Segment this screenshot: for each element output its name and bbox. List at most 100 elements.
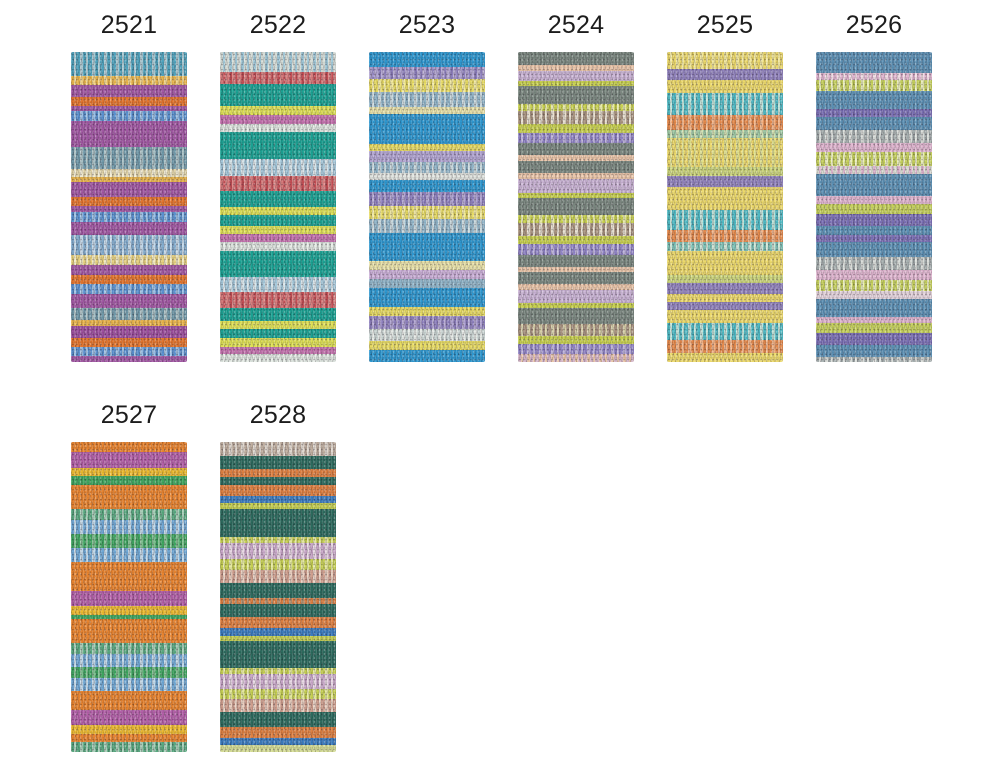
yarn-stripe <box>220 583 336 598</box>
yarn-stripe <box>220 537 336 543</box>
yarn-stripe <box>816 152 932 166</box>
yarn-stripe <box>71 265 187 275</box>
yarn-stripe <box>518 103 634 111</box>
yarn-stripe <box>667 251 783 275</box>
yarn-stripe <box>369 278 485 288</box>
yarn-stripe <box>667 230 783 243</box>
yarn-stripe <box>518 65 634 71</box>
yarn-stripe <box>518 266 634 273</box>
yarn-stripe <box>220 456 336 470</box>
yarn-stripe <box>220 123 336 132</box>
yarn-stripe <box>220 106 336 116</box>
yarn-stripe <box>220 688 336 700</box>
yarn-stripe <box>816 322 932 334</box>
yarn-stripe <box>220 503 336 509</box>
colorway-number: 2526 <box>845 11 903 39</box>
yarn-stripe <box>518 289 634 304</box>
yarn-stripe <box>220 484 336 496</box>
yarn-swatch <box>71 52 187 362</box>
yarn-stripe <box>71 452 187 469</box>
yarn-stripe <box>71 562 187 591</box>
yarn-stripe <box>518 52 634 66</box>
yarn-stripe <box>220 83 336 107</box>
yarn-stripe <box>667 274 783 284</box>
yarn-stripe <box>71 235 187 255</box>
yarn-stripe <box>369 287 485 307</box>
yarn-stripe <box>220 175 336 192</box>
yarn-stripe <box>518 283 634 290</box>
yarn-stripe <box>369 329 485 341</box>
yarn-stripe <box>220 495 336 504</box>
yarn-stripe <box>220 745 336 752</box>
yarn-stripe <box>816 117 932 130</box>
yarn-stripe <box>71 182 187 197</box>
yarn-stripe <box>71 97 187 106</box>
yarn-stripe <box>220 477 336 485</box>
yarn-stripe <box>369 92 485 108</box>
yarn-stripe <box>518 155 634 161</box>
yarn-stripe <box>816 129 932 143</box>
yarn-stripe <box>220 72 336 84</box>
yarn-stripe <box>71 255 187 265</box>
yarn-stripe <box>71 222 187 235</box>
yarn-stripe <box>518 86 634 104</box>
yarn-stripe <box>71 520 187 534</box>
yarn-stripe <box>71 169 187 177</box>
yarn-stripe <box>71 590 187 606</box>
yarn-stripe <box>220 191 336 207</box>
yarn-stripe <box>369 349 485 362</box>
yarn-stripe <box>667 309 783 324</box>
yarn-stripe <box>71 338 187 347</box>
yarn-stripe <box>667 52 783 69</box>
yarn-stripe <box>816 52 932 73</box>
yarn-stripe <box>816 142 932 153</box>
yarn-stripe <box>71 326 187 338</box>
yarn-stripe <box>220 674 336 689</box>
yarn-stripe <box>816 108 932 118</box>
yarn-stripe <box>667 68 783 80</box>
yarn-stripe <box>369 66 485 79</box>
yarn-stripe <box>220 307 336 322</box>
yarn-stripe <box>667 323 783 340</box>
yarn-stripe <box>369 52 485 67</box>
yarn-stripe <box>518 197 634 216</box>
yarn-stripe <box>816 203 932 215</box>
yarn-stripe <box>816 225 932 235</box>
yarn-stripe <box>667 210 783 231</box>
yarn-stripe <box>220 508 336 538</box>
yarn-stripe <box>369 150 485 163</box>
colorway-2524: 2524 <box>518 12 634 362</box>
yarn-stripe <box>667 302 783 310</box>
yarn-stripe <box>816 356 932 362</box>
yarn-stripe <box>667 138 783 168</box>
colorway-number: 2522 <box>249 11 307 39</box>
yarn-stripe <box>71 356 187 362</box>
yarn-stripe <box>667 242 783 252</box>
yarn-stripe <box>816 72 932 80</box>
yarn-stripe <box>71 614 187 620</box>
yarn-stripe <box>71 106 187 111</box>
yarn-stripe <box>369 269 485 279</box>
yarn-stripe <box>816 234 932 243</box>
yarn-stripe <box>369 192 485 206</box>
yarn-stripe <box>71 320 187 326</box>
yarn-stripe <box>518 172 634 180</box>
yarn-stripe <box>816 165 932 174</box>
yarn-stripe <box>220 225 336 235</box>
yarn-stripe <box>518 222 634 236</box>
yarn-stripe <box>220 442 336 457</box>
yarn-stripe <box>667 294 783 303</box>
yarn-stripe <box>71 111 187 121</box>
yarn-stripe <box>518 254 634 267</box>
yarn-stripe <box>518 303 634 309</box>
yarn-stripe <box>71 485 187 509</box>
yarn-stripe <box>369 306 485 316</box>
yarn-stripe <box>220 570 336 584</box>
yarn-stripe <box>220 292 336 308</box>
yarn-stripe <box>518 142 634 156</box>
colorway-2525: 2525 <box>667 12 783 362</box>
yarn-stripe <box>71 147 187 169</box>
yarn-stripe <box>667 115 783 130</box>
yarn-stripe <box>71 508 187 521</box>
yarn-stripe <box>220 234 336 243</box>
